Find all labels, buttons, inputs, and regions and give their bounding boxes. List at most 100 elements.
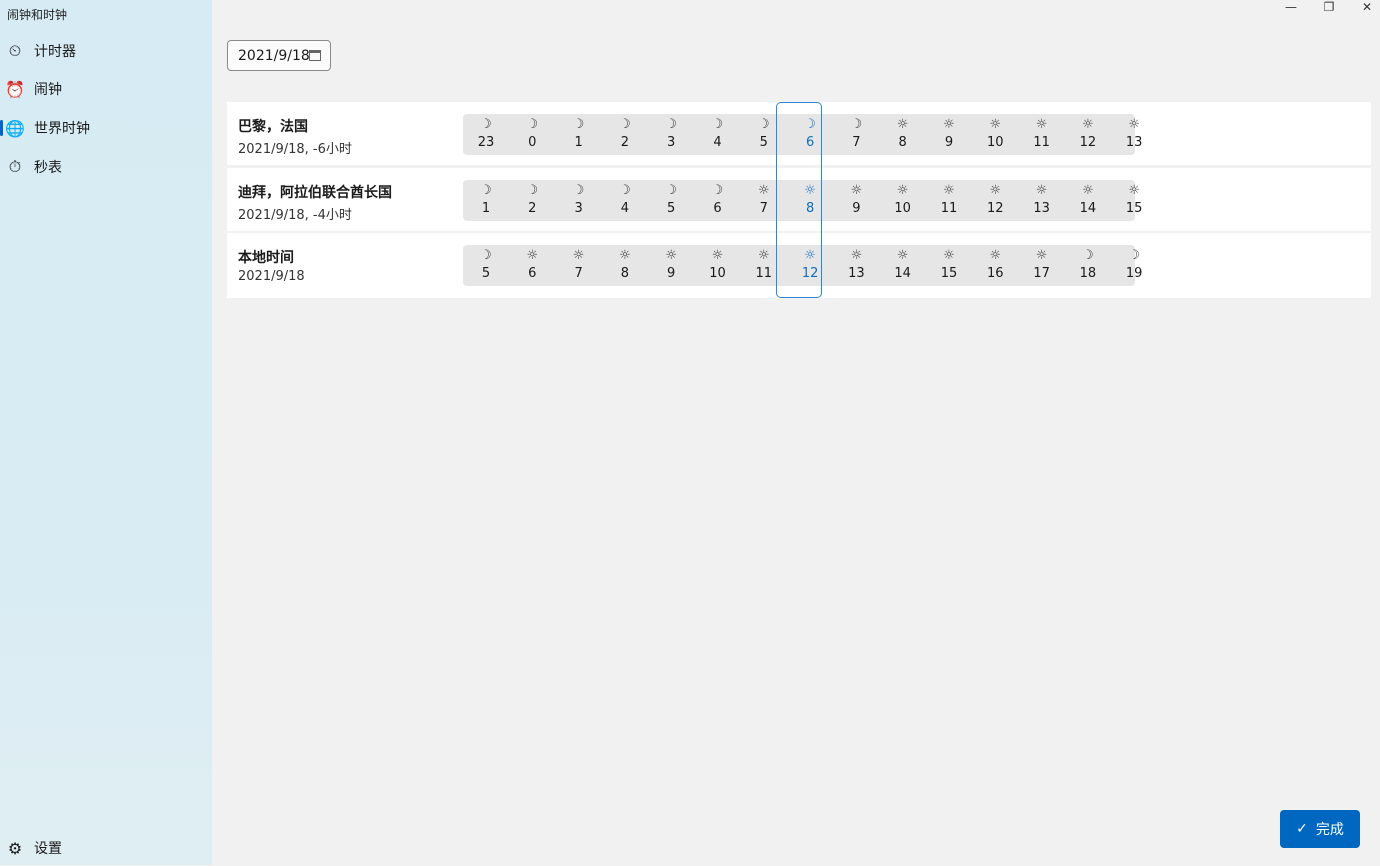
hour-cell[interactable]: ☼ 17 — [1019, 245, 1065, 286]
hour-cell[interactable]: ☼ 11 — [926, 180, 972, 221]
hour-cell[interactable]: ☼ 12 — [787, 245, 833, 286]
sun-icon: ☼ — [1082, 117, 1094, 132]
hour-cell[interactable]: ☽ 4 — [695, 114, 741, 155]
hour-cell[interactable]: ☼ 15 — [1111, 180, 1157, 221]
sun-icon: ☼ — [989, 248, 1002, 263]
hour-label: 7 — [759, 200, 768, 216]
hour-cell[interactable]: ☽ 3 — [556, 180, 602, 221]
done-label: 完成 — [1315, 822, 1344, 838]
sun-icon: ☼ — [896, 248, 909, 263]
hour-label: 11 — [755, 266, 773, 281]
date-picker[interactable]: 2021/9/18 — [227, 40, 331, 71]
minimize-button[interactable]: — — [1285, 0, 1297, 14]
hour-cell[interactable]: ☼ 8 — [880, 114, 926, 155]
moon-icon: ☽ — [711, 117, 724, 132]
hour-cell[interactable]: ☼ 10 — [972, 114, 1018, 155]
hour-cell[interactable]: ☽ 5 — [741, 114, 787, 155]
nav-label: 世界时钟 — [34, 121, 90, 137]
hour-cell[interactable]: ☼ 10 — [880, 180, 926, 221]
moon-icon: ☽ — [757, 117, 770, 132]
hour-cell[interactable]: ☼ 11 — [1019, 114, 1065, 155]
nav-stopwatch[interactable]: ⏱ 秒表 — [0, 149, 212, 185]
moon-icon: ☽ — [1082, 248, 1094, 263]
sun-icon: ☼ — [943, 182, 955, 198]
hour-cell[interactable]: ☼ 8 — [602, 245, 648, 286]
hour-cell[interactable]: ☽ 6 — [695, 180, 741, 221]
hour-cell[interactable]: ☼ 14 — [880, 245, 926, 286]
hour-cell[interactable]: ☼ 6 — [509, 245, 555, 286]
hour-cell[interactable]: ☼ 7 — [741, 180, 787, 221]
moon-icon: ☽ — [572, 117, 585, 132]
city-name: 巴黎，法国 — [238, 119, 308, 135]
hour-label: 23 — [477, 135, 495, 150]
hour-cell[interactable]: ☽ 19 — [1111, 245, 1157, 286]
hour-cell[interactable]: ☼ 9 — [648, 245, 694, 286]
close-button[interactable]: ✕ — [1361, 0, 1373, 14]
city-offset: 2021/9/18, -6小时 — [238, 142, 352, 157]
hour-cell[interactable]: ☽ 4 — [602, 180, 648, 221]
city-name: 本地时间 — [238, 250, 294, 266]
moon-icon: ☽ — [572, 182, 585, 198]
hour-cell[interactable]: ☽ 18 — [1065, 245, 1111, 286]
nav-world-clock[interactable]: 🌐 世界时钟 — [0, 110, 212, 146]
sun-icon: ☼ — [896, 117, 909, 132]
hour-cell[interactable]: ☼ 13 — [1019, 180, 1065, 221]
hour-label: 1 — [481, 200, 491, 216]
hour-cell[interactable]: ☼ 10 — [695, 245, 741, 286]
hour-cell[interactable]: ☼ 13 — [833, 245, 879, 286]
hour-cell[interactable]: ☽ 2 — [509, 180, 555, 221]
timer-icon: ⏲ — [8, 41, 22, 60]
done-button[interactable]: ✓ 完成 — [1280, 810, 1360, 848]
hour-label: 3 — [667, 135, 676, 150]
hour-cell[interactable]: ☼ 12 — [972, 180, 1018, 221]
nav-settings[interactable]: ⚙ 设置 — [0, 830, 212, 866]
hour-label: 7 — [852, 135, 861, 150]
hour-cell[interactable]: ☽ 7 — [833, 114, 879, 155]
hour-cell[interactable]: ☼ 7 — [556, 245, 602, 286]
moon-icon: ☽ — [480, 248, 492, 263]
city-name: 迪拜，阿拉伯联合酋长国 — [238, 184, 392, 201]
gear-icon: ⚙ — [7, 838, 23, 858]
sun-icon: ☼ — [526, 248, 539, 263]
hour-cell[interactable]: ☼ 16 — [972, 245, 1018, 286]
hour-label: 5 — [481, 266, 491, 281]
nav-alarm[interactable]: ⏰ 闹钟 — [0, 71, 212, 107]
hour-cell[interactable]: ☽ 3 — [648, 114, 694, 155]
hour-cell[interactable]: ☼ 8 — [787, 180, 833, 221]
hour-cell[interactable]: ☼ 9 — [926, 114, 972, 155]
timezone-row: 迪拜，阿拉伯联合酋长国 2021/9/18, -4小时 ☽ 1 ☽ 2 ☽ 3 ☽ 4 ☽ 5 ☽ 6 ☼ 7… — [227, 167, 1371, 233]
hour-cell[interactable]: ☼ 12 — [1065, 114, 1111, 155]
hour-label: 18 — [1079, 266, 1097, 281]
moon-icon: ☽ — [804, 117, 816, 132]
hour-cell[interactable]: ☼ 15 — [926, 245, 972, 286]
hour-cell[interactable]: ☽ 1 — [463, 180, 509, 221]
hour-cell[interactable]: ☽ 5 — [463, 245, 509, 286]
nav-timer[interactable]: ⏲ 计时器 — [0, 33, 212, 69]
hour-label: 5 — [667, 200, 676, 216]
hour-cell[interactable]: ☼ 9 — [833, 180, 879, 221]
hour-cell[interactable]: ☽ 23 — [463, 114, 509, 155]
sun-icon: ☼ — [1035, 182, 1048, 198]
sun-icon: ☼ — [1035, 117, 1048, 132]
hour-label: 9 — [944, 135, 954, 150]
hour-cell[interactable]: ☼ 13 — [1111, 114, 1157, 155]
hour-cell[interactable]: ☽ 1 — [556, 114, 602, 155]
restore-button[interactable]: ❐ — [1323, 0, 1335, 14]
moon-icon: ☽ — [665, 117, 678, 132]
nav-label: 闹钟 — [34, 82, 62, 98]
hour-label: 5 — [759, 135, 768, 150]
hour-cell[interactable]: ☽ 2 — [602, 114, 648, 155]
world-clock-icon: 🌐 — [5, 118, 25, 138]
hour-cell[interactable]: ☼ 14 — [1065, 180, 1111, 221]
hour-label: 19 — [1125, 266, 1143, 281]
hour-cell[interactable]: ☽ 6 — [787, 114, 833, 155]
hour-cell[interactable]: ☽ 0 — [509, 114, 555, 155]
sun-icon: ☼ — [989, 117, 1002, 132]
hour-label: 12 — [1079, 135, 1097, 150]
hour-label: 4 — [713, 135, 722, 150]
hour-label: 15 — [940, 266, 958, 281]
sun-icon: ☼ — [1035, 248, 1048, 263]
hour-cell[interactable]: ☽ 5 — [648, 180, 694, 221]
hour-cell[interactable]: ☼ 11 — [741, 245, 787, 286]
sun-icon: ☼ — [989, 182, 1002, 198]
